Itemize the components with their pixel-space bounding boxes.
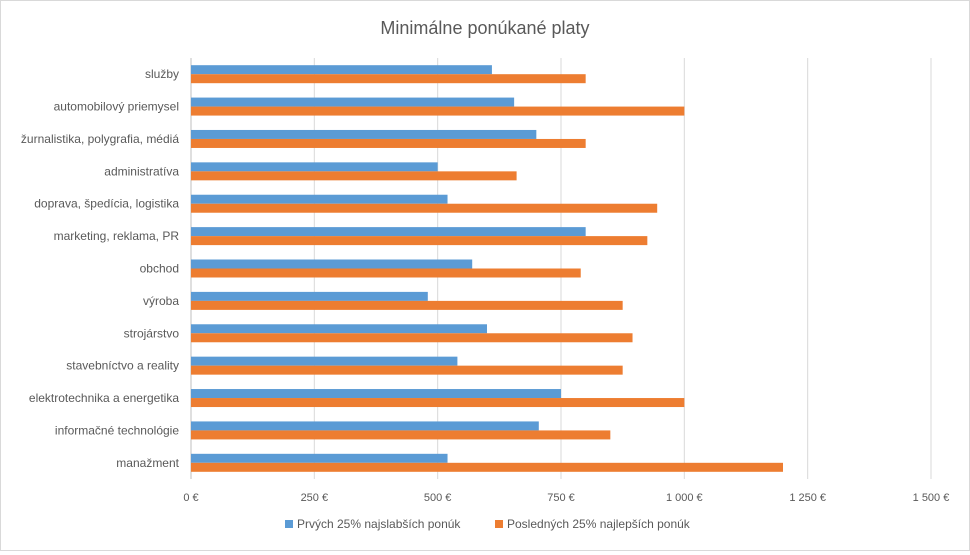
bar-highest-25 (191, 398, 685, 408)
x-tick-label: 1 500 € (913, 492, 950, 504)
bar-highest-25 (191, 300, 623, 310)
bar-lowest-25 (191, 389, 561, 399)
x-tick-labels: 0 € 250 € 500 € 750 € 1 000 € 1 250 € 1 500 € (183, 492, 949, 504)
bar-highest-25 (191, 268, 581, 278)
bar-lowest-25 (191, 421, 539, 431)
bar-highest-25 (191, 106, 685, 116)
bar-lowest-25 (191, 227, 586, 237)
bar-highest-25 (191, 138, 586, 148)
bar-lowest-25 (191, 194, 448, 204)
x-tick-label: 1 000 € (666, 492, 703, 504)
bar-highest-25 (191, 203, 658, 213)
bar-lowest-25 (191, 162, 438, 172)
bar-highest-25 (191, 236, 648, 246)
x-tick-label: 1 250 € (789, 492, 826, 504)
category-label: elektrotechnika a energetika (29, 391, 179, 405)
bar-lowest-25 (191, 129, 537, 139)
legend-label: Prvých 25% najslabších ponúk (297, 517, 461, 531)
category-label: strojárstvo (124, 326, 180, 340)
category-label: manažment (116, 456, 179, 470)
bar-highest-25 (191, 333, 633, 343)
category-label: informačné technológie (55, 423, 179, 437)
legend-swatch (285, 520, 293, 528)
legend-swatch (495, 520, 503, 528)
bar-highest-25 (191, 462, 783, 472)
bar-lowest-25 (191, 259, 473, 269)
legend-label: Posledných 25% najlepších ponúk (507, 517, 691, 531)
category-label: služby (145, 67, 179, 81)
category-label: žurnalistika, polygrafia, médiá (21, 132, 179, 146)
category-label: administratíva (104, 164, 179, 178)
bar-highest-25 (191, 430, 611, 440)
bar-lowest-25 (191, 356, 458, 366)
bar-lowest-25 (191, 291, 428, 301)
category-labels: služby automobilový priemysel žurnalistika… (21, 67, 180, 470)
bar-lowest-25 (191, 97, 515, 107)
x-tick-label: 0 € (183, 492, 198, 504)
category-label: doprava, špedícia, logistika (34, 197, 179, 211)
bar-lowest-25 (191, 453, 448, 463)
bar-lowest-25 (191, 324, 487, 334)
legend: Prvých 25% najslabších ponúk Posledných 2… (285, 517, 691, 531)
x-tick-label: 500 € (424, 492, 452, 504)
category-label: automobilový priemysel (54, 100, 179, 114)
bar-highest-25 (191, 365, 623, 375)
category-label: marketing, reklama, PR (54, 229, 180, 243)
x-tick-label: 250 € (301, 492, 329, 504)
x-tick-label: 750 € (547, 492, 575, 504)
category-label: stavebníctvo a reality (66, 359, 179, 373)
bar-lowest-25 (191, 65, 492, 75)
bar-highest-25 (191, 171, 517, 181)
category-label: výroba (143, 294, 179, 308)
bar-highest-25 (191, 74, 586, 84)
bars (191, 65, 783, 472)
chart-title: Minimálne ponúkané platy (380, 18, 589, 38)
category-label: obchod (140, 262, 179, 276)
